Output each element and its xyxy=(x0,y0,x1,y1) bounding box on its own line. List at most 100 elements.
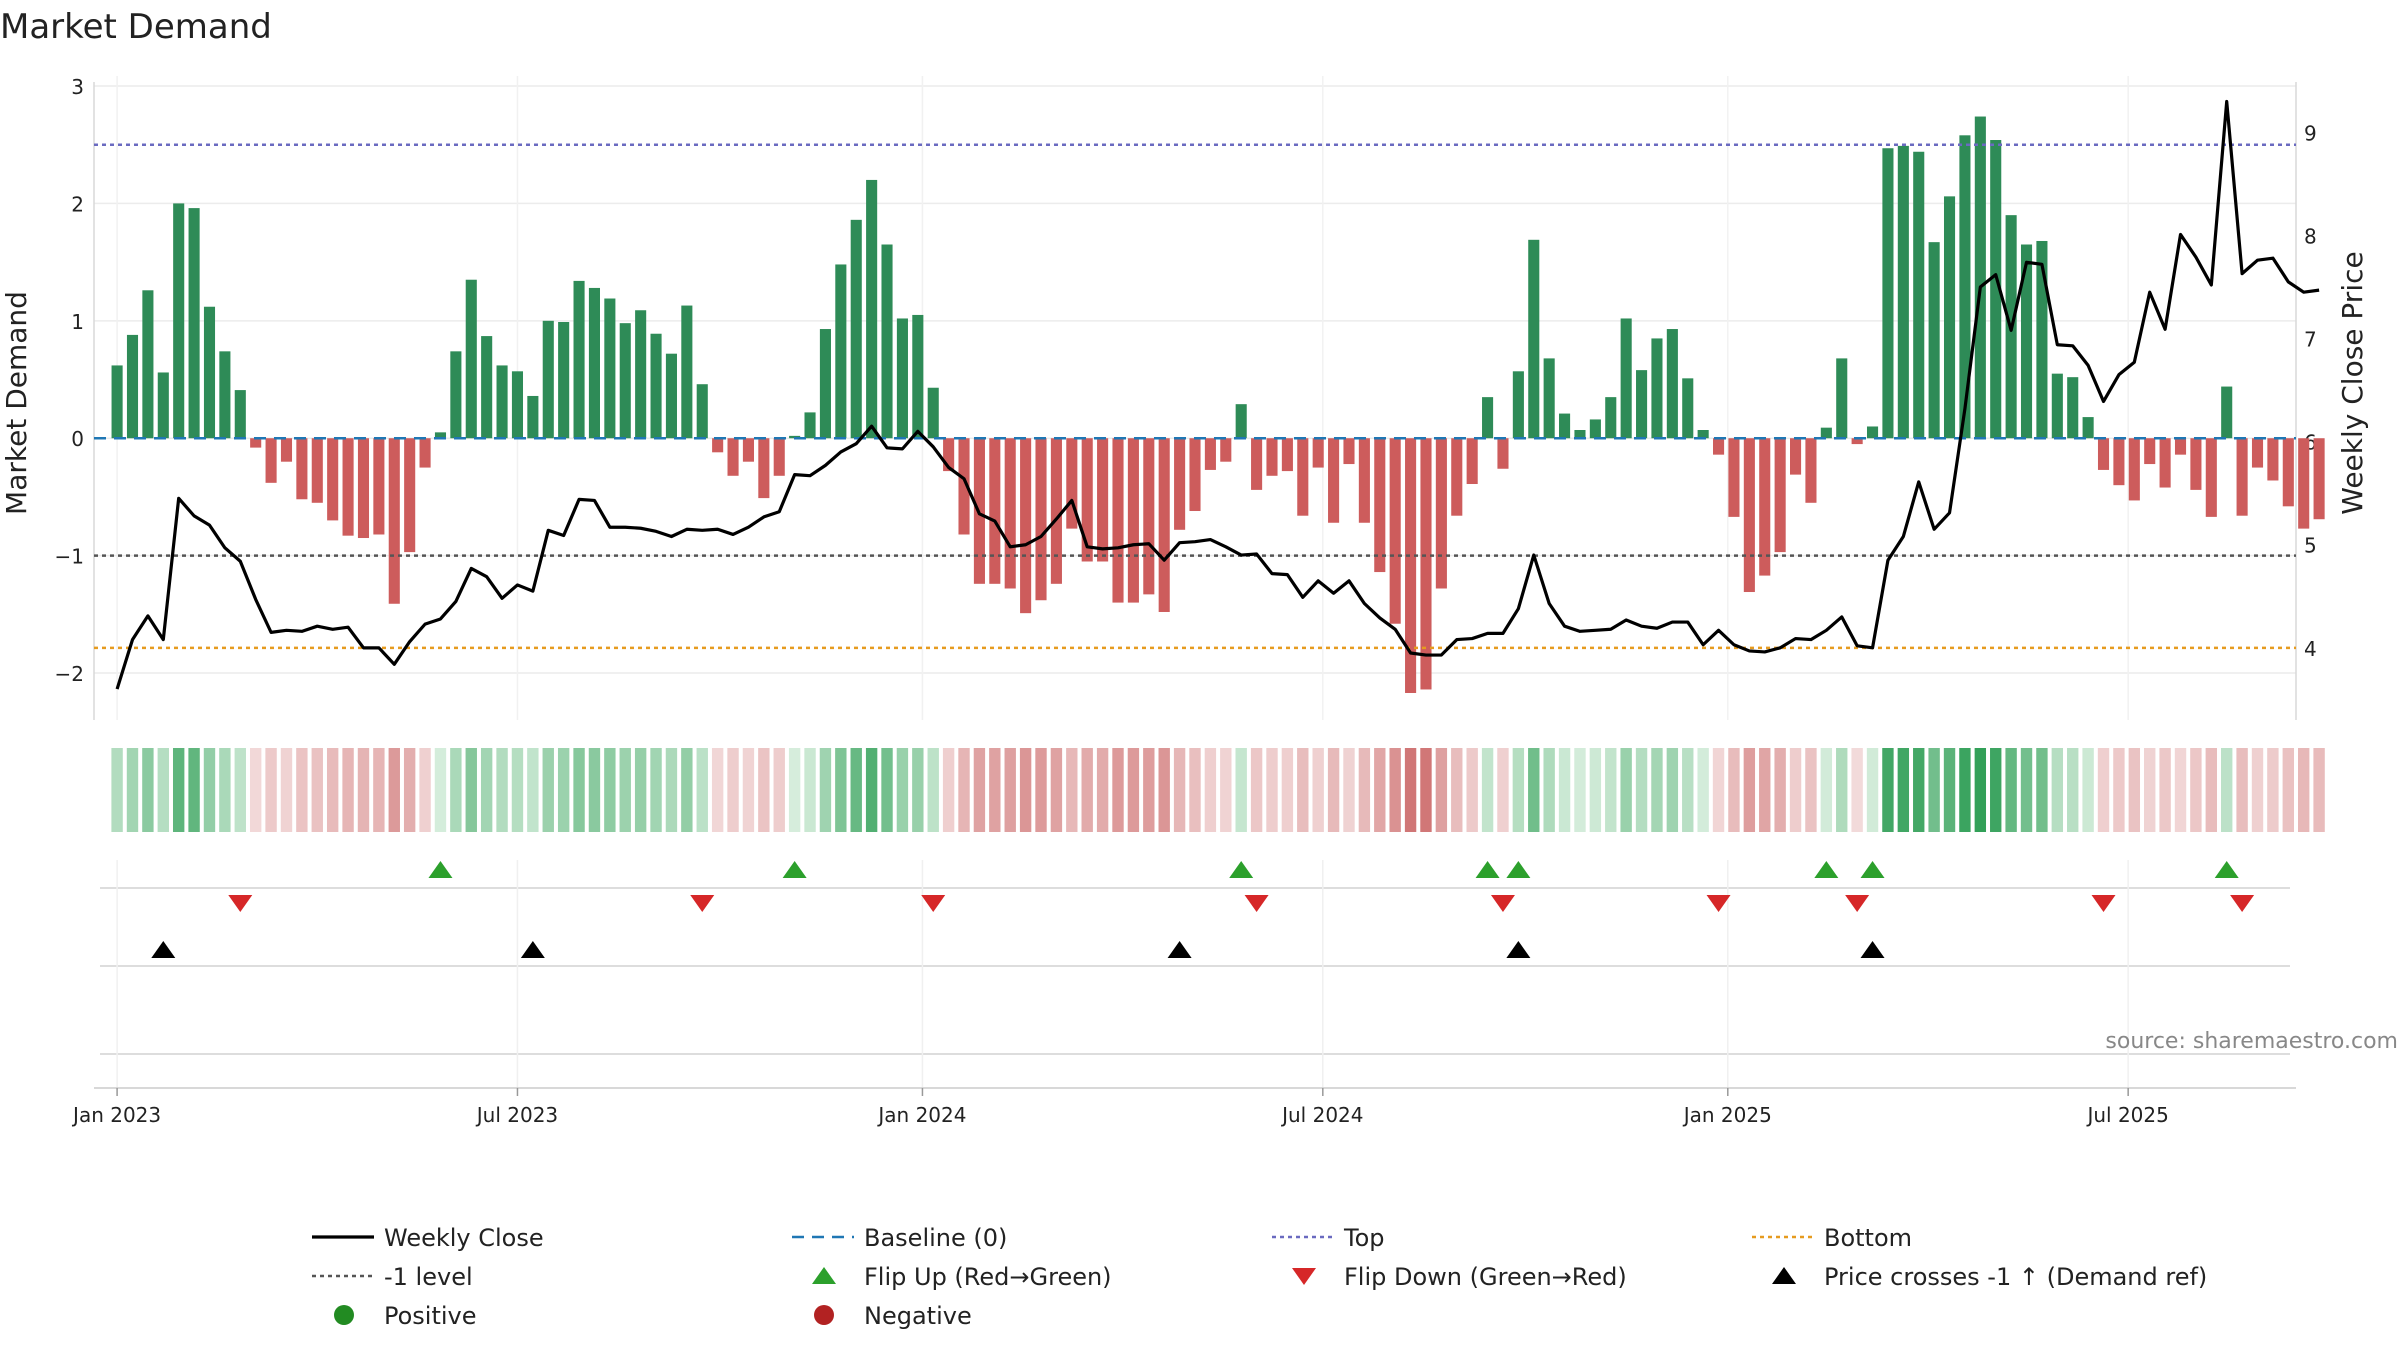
weekly-close-line xyxy=(115,99,2320,690)
demand-bar-positive xyxy=(527,395,539,439)
legend-label: Top xyxy=(1343,1224,1385,1252)
heat-cell xyxy=(1420,748,1432,832)
demand-bar-negative xyxy=(943,438,955,472)
demand-bar-positive xyxy=(866,179,878,439)
heat-cell xyxy=(111,748,123,832)
heat-cell xyxy=(2144,748,2156,832)
y2-tick-label: 5 xyxy=(2304,534,2317,558)
heat-cell xyxy=(634,748,647,832)
demand-bar-negative xyxy=(1081,438,1093,562)
heat-cell xyxy=(1312,748,1324,832)
demand-bar-negative xyxy=(1790,438,1802,475)
demand-bar-negative xyxy=(1405,438,1417,693)
demand-bar-positive xyxy=(573,280,585,439)
demand-bar-positive xyxy=(234,390,246,439)
heat-cell xyxy=(1481,748,1494,832)
y-tick-label: 1 xyxy=(71,310,84,334)
heat-cell xyxy=(450,748,462,832)
x-tick-label: Jul 2024 xyxy=(1280,1103,1363,1127)
legend-swatch-circle xyxy=(334,1305,354,1325)
heat-cell xyxy=(2005,748,2017,832)
demand-bar-negative xyxy=(1497,438,1509,469)
demand-bar-negative xyxy=(1189,438,1201,512)
y2-tick-label: 4 xyxy=(2304,637,2317,661)
heat-cell xyxy=(1682,748,1694,832)
heat-cell xyxy=(511,748,524,832)
demand-bar-negative xyxy=(1035,438,1047,601)
heat-cell xyxy=(1558,748,1571,832)
heat-cell xyxy=(1281,748,1294,832)
demand-bar-negative xyxy=(2236,438,2248,516)
heat-cell xyxy=(2082,748,2094,832)
legend-label: Price crosses -1 ↑ (Demand ref) xyxy=(1824,1263,2207,1291)
y2-axis-label: Weekly Close Price xyxy=(2336,251,2369,514)
demand-bar-negative xyxy=(1297,438,1309,516)
demand-bar-negative xyxy=(1220,438,1232,462)
demand-bar-positive xyxy=(1928,242,1940,439)
demand-bar-negative xyxy=(2313,438,2325,520)
heat-cell xyxy=(1497,748,1509,832)
heat-cell xyxy=(989,748,1001,832)
demand-bar-positive xyxy=(696,384,708,439)
heat-cell xyxy=(2267,748,2279,832)
legend-label: Bottom xyxy=(1824,1224,1912,1252)
price-cross-marker xyxy=(1167,941,1192,958)
heat-cell xyxy=(804,748,816,832)
demand-bar-negative xyxy=(2298,438,2310,529)
chart-title: Market Demand xyxy=(0,7,272,47)
flip-up-marker xyxy=(2214,861,2239,878)
demand-bar-positive xyxy=(1913,151,1925,439)
demand-bar-positive xyxy=(1589,419,1601,439)
x-axis: Jan 2023 Jul 2023 Jan 2024 Jul 2024 Jan 2025… xyxy=(71,1087,2296,1127)
demand-bar-positive xyxy=(1482,397,1494,439)
demand-bar-positive xyxy=(1959,135,1971,439)
heat-cell xyxy=(403,748,416,832)
demand-bar-positive xyxy=(819,329,831,439)
heat-cell xyxy=(357,748,370,832)
demand-bar-negative xyxy=(388,438,400,604)
demand-bar-positive xyxy=(665,353,677,439)
demand-bar-positive xyxy=(588,287,600,439)
heat-cell xyxy=(1512,748,1525,832)
heat-cell xyxy=(219,748,231,832)
heat-cell xyxy=(311,748,323,832)
heat-cell xyxy=(1050,748,1063,832)
heat-cell xyxy=(1096,748,1109,832)
heat-cell xyxy=(1327,748,1340,832)
heat-cell xyxy=(1990,748,2002,832)
heat-cell xyxy=(2282,748,2294,832)
heat-cell xyxy=(819,748,832,832)
price-cross-marker xyxy=(520,941,545,958)
y-axis-label: Market Demand xyxy=(0,291,33,515)
demand-bar-positive xyxy=(111,365,123,439)
demand-bar-negative xyxy=(2097,438,2110,470)
heat-cell xyxy=(681,748,693,832)
heat-cell xyxy=(2205,748,2217,832)
heat-cell xyxy=(142,748,154,832)
demand-bar-positive xyxy=(142,290,154,439)
demand-bar-negative xyxy=(327,438,339,521)
heat-cell xyxy=(1543,748,1555,832)
demand-bar-negative xyxy=(2190,438,2202,490)
heat-cell xyxy=(2097,748,2110,832)
demand-bar-negative xyxy=(1713,438,1725,455)
heat-cell xyxy=(172,748,185,832)
demand-bar-negative xyxy=(2113,438,2125,486)
demand-bar-negative xyxy=(1851,438,1863,445)
demand-bar-positive xyxy=(927,387,939,439)
demand-bar-negative xyxy=(311,438,323,503)
demand-bar-negative xyxy=(2144,438,2156,465)
heat-cell xyxy=(249,748,262,832)
heat-cell xyxy=(1743,748,1756,832)
heat-cell xyxy=(1374,748,1386,832)
demand-bar-positive xyxy=(1605,397,1617,439)
heat-cell xyxy=(2067,748,2079,832)
demand-bar-positive xyxy=(2221,386,2233,439)
heat-cell xyxy=(2113,748,2125,832)
price-cross-marker xyxy=(151,941,176,958)
demand-bar-positive xyxy=(2051,373,2063,439)
heat-cell xyxy=(1127,748,1140,832)
heat-cell xyxy=(1866,748,1879,832)
heat-cell xyxy=(527,748,539,832)
